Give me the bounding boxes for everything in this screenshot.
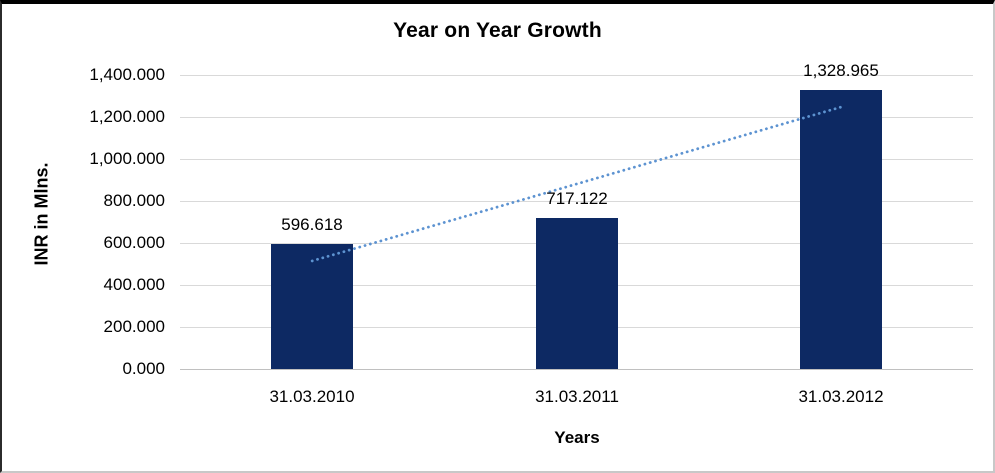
bar-value-label: 1,328.965: [803, 61, 879, 80]
y-tick-label: 1,400.000: [89, 65, 165, 84]
x-category-label: 31.03.2011: [535, 387, 619, 406]
bar-value-label: 717.122: [546, 189, 608, 208]
gridline: [180, 75, 973, 76]
y-tick-label: 200.000: [103, 317, 165, 336]
x-category-label: 31.03.2012: [798, 387, 884, 406]
y-tick-label: 400.000: [103, 275, 165, 294]
bar[interactable]: [800, 90, 882, 369]
y-tick-label: 600.000: [103, 233, 165, 252]
bar[interactable]: [271, 244, 353, 369]
y-tick-label: 0.000: [122, 359, 165, 378]
bar[interactable]: [536, 218, 618, 369]
y-tick-label: 1,000.000: [89, 149, 165, 168]
y-tick-label: 800.000: [103, 191, 165, 210]
y-tick-label: 1,200.000: [89, 107, 165, 126]
x-category-label: 31.03.2010: [269, 387, 355, 406]
x-axis-line: [180, 369, 973, 370]
bar-value-label: 596.618: [281, 215, 343, 234]
x-axis-title: Years: [554, 428, 600, 447]
chart-title: Year on Year Growth: [393, 19, 602, 42]
